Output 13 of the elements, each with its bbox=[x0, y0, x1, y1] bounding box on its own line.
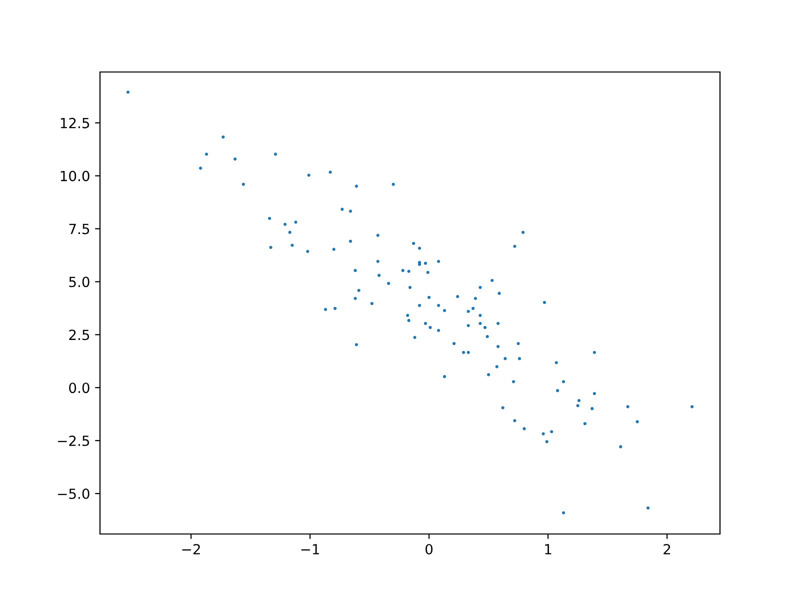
y-tick-label: −5.0 bbox=[58, 488, 90, 500]
x-tick-label: 0 bbox=[426, 544, 433, 554]
x-tick-label: 2 bbox=[664, 544, 670, 554]
x-tick-label: −2 bbox=[182, 544, 200, 554]
y-tick-label: 2.5 bbox=[69, 330, 90, 340]
y-tick-label: 5.0 bbox=[69, 276, 90, 288]
y-tick-label: 7.5 bbox=[69, 224, 90, 234]
x-tick-label: 1 bbox=[545, 544, 552, 554]
y-tick-label: 0.0 bbox=[69, 382, 90, 394]
y-tick-label: 12.5 bbox=[60, 118, 90, 128]
y-tick-label: 10.0 bbox=[60, 170, 90, 182]
y-tick-label: −2.5 bbox=[58, 436, 90, 446]
x-tick-label: −1 bbox=[301, 544, 319, 554]
